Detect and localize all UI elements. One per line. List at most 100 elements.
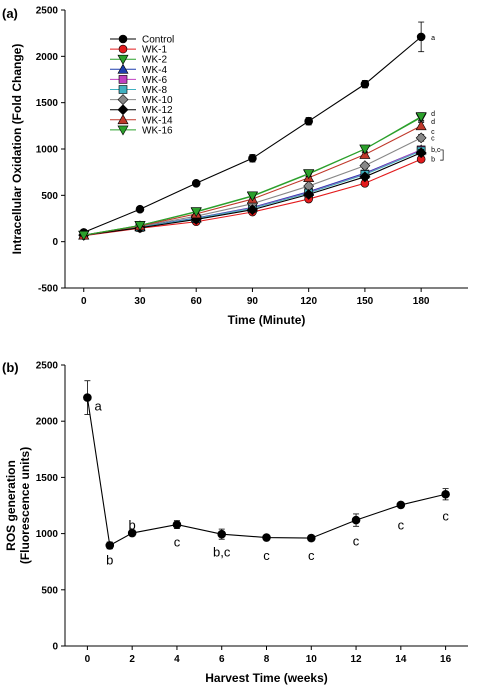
significance-label: c: [308, 548, 315, 563]
legend-marker: [117, 63, 129, 74]
significance-label: c: [263, 548, 270, 563]
y-tick-label: 1000: [36, 529, 59, 540]
chart-panel-b: 0 500 1000 1500 2000 2500 0 2 4 6 8 10 12 14 16 Harvest…: [2, 360, 468, 685]
significance-label: d: [431, 111, 435, 118]
data-point: [127, 528, 137, 538]
legend-marker: [118, 44, 128, 54]
legend-label: WK-1: [142, 45, 167, 56]
significance-label: b: [129, 518, 136, 533]
legend-label: WK-8: [142, 85, 167, 96]
legend-item-wk-2: WK-2: [110, 55, 167, 66]
data-point: [351, 515, 361, 525]
legend-item-wk-14: WK-14: [110, 114, 173, 126]
y-tick-label: 2500: [36, 361, 59, 372]
data-point: [415, 120, 427, 131]
legend-item-wk-12: WK-12: [110, 104, 173, 116]
legend-marker: [117, 125, 129, 136]
series-line: [83, 137, 422, 236]
legend-item-wk-4: WK-4: [110, 63, 167, 76]
data-point: [304, 116, 313, 126]
data-point: [396, 500, 406, 510]
x-axis-title: Time (Minute): [228, 313, 306, 327]
x-tick-label: 2: [129, 654, 135, 665]
significance-label: b,c: [213, 545, 231, 560]
series-line: [83, 116, 422, 236]
legend-marker: [117, 94, 129, 106]
legend-marker: [117, 114, 129, 125]
data-point: [83, 393, 92, 402]
x-tick-label: 120: [300, 296, 317, 307]
legend: ControlWK-1WK-2WK-4WK-6WK-8WK-10WK-12WK-…: [110, 35, 174, 136]
legend-item-control: Control: [110, 35, 174, 46]
significance-label: b,c: [431, 147, 441, 154]
x-tick-label: 30: [134, 296, 146, 307]
series-wk-10: [78, 132, 427, 241]
significance-label: a: [431, 35, 435, 42]
data-point: [303, 169, 315, 180]
y-axis-title-line: (Fluorescence units): [18, 447, 32, 564]
data-point: [306, 533, 316, 543]
x-tick-label: 180: [413, 296, 430, 307]
y-tick-label: 1500: [36, 98, 59, 109]
significance-label: c: [431, 129, 435, 136]
series-line: [83, 117, 422, 236]
data-point: [415, 112, 427, 123]
significance-label: c: [174, 534, 181, 549]
legend-label: WK-4: [142, 65, 167, 76]
data-point: [359, 144, 371, 155]
legend-item-wk-16: WK-16: [110, 125, 173, 136]
legend-label: WK-10: [142, 95, 173, 106]
series-line: [86, 397, 446, 547]
x-tick-label: 10: [306, 654, 318, 665]
data-point: [415, 147, 427, 159]
series-ros: [83, 380, 450, 550]
data-point: [359, 160, 371, 172]
data-point: [191, 178, 201, 188]
x-tick-label: 150: [357, 296, 374, 307]
data-point: [359, 171, 371, 183]
legend-marker: [117, 54, 129, 65]
x-tick-label: 0: [81, 296, 87, 307]
data-point: [135, 204, 145, 214]
panel-label: (a): [2, 6, 18, 21]
legend-label: WK-16: [142, 125, 173, 136]
y-tick-label: 500: [41, 191, 58, 202]
y-axis-title: Intracellular Oxidation (Fold Change): [10, 44, 24, 255]
data-point: [172, 520, 182, 529]
x-tick-label: 14: [395, 654, 407, 665]
significance-label: a: [94, 398, 102, 413]
significance-bracket: [440, 149, 444, 161]
data-point: [78, 230, 90, 241]
legend-label: WK-6: [142, 75, 167, 86]
chart-panel-a: -500 0 500 1000 1500 2000 2500 0 30 60 90 120 150 180…: [2, 6, 468, 327]
x-axis-title: Harvest Time (weeks): [205, 671, 328, 685]
y-tick-label: 2000: [36, 417, 59, 428]
data-point: [134, 221, 146, 232]
y-tick-label: 2000: [36, 52, 59, 63]
data-point: [105, 541, 115, 550]
significance-label: c: [398, 518, 405, 533]
significance-label: d: [431, 119, 435, 126]
legend-marker: [118, 34, 128, 44]
series-wk-16: [78, 112, 427, 241]
legend-label: Control: [142, 35, 174, 46]
legend-item-wk-1: WK-1: [110, 45, 167, 56]
data-point: [441, 489, 450, 499]
legend-marker: [118, 85, 128, 94]
significance-label: c: [431, 135, 435, 142]
x-tick-label: 16: [440, 654, 452, 665]
panel-label: (b): [2, 360, 19, 375]
significance-label: c: [353, 533, 360, 548]
legend-label: WK-2: [142, 55, 167, 66]
data-point: [360, 79, 370, 89]
data-point: [217, 529, 227, 539]
series-wk-2: [78, 113, 427, 241]
legend-marker: [117, 104, 129, 116]
x-tick-label: 8: [264, 654, 270, 665]
data-point: [248, 153, 257, 163]
legend-item-wk-6: WK-6: [110, 75, 167, 86]
data-point: [415, 132, 427, 144]
y-axis-title-line: ROS generation: [4, 460, 18, 551]
x-tick-label: 0: [85, 654, 91, 665]
